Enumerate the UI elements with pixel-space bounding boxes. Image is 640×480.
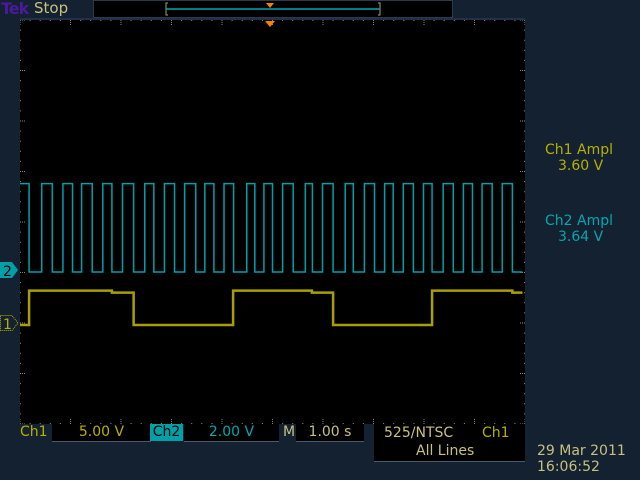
ch2-ampl-label: Ch2 Ampl	[545, 213, 613, 229]
date: 29 Mar 2011	[537, 443, 626, 459]
ch1-scale[interactable]: 5.00 V	[52, 424, 151, 442]
ch2-scale[interactable]: 2.00 V	[184, 424, 279, 442]
record-window	[165, 2, 381, 16]
time: 16:06:52	[537, 459, 600, 475]
timebase-scale[interactable]: 1.00 s	[296, 424, 364, 442]
waveform-svg	[19, 19, 526, 425]
trigger-lines: All Lines	[416, 443, 475, 459]
tek-logo: Tek	[1, 0, 29, 18]
run-state[interactable]: Stop	[34, 0, 69, 17]
ch1-waveform	[20, 289, 523, 327]
timebase-label: M	[283, 424, 296, 440]
trigger-source: 525/NTSC	[384, 425, 454, 441]
ch1-label[interactable]: Ch1	[20, 424, 48, 440]
trigger-position-icon	[265, 21, 275, 27]
ch1-ground-marker[interactable]: 1	[0, 315, 22, 333]
ch2-ampl-value: 3.64 V	[558, 229, 604, 245]
ch1-marker-label: 1	[3, 317, 12, 333]
trigger-readout[interactable]: 525/NTSC Ch1 All Lines	[374, 424, 525, 462]
trigger-channel: Ch1	[482, 425, 510, 441]
trigger-position-icon	[266, 3, 274, 8]
ch2-label[interactable]: Ch2	[150, 424, 183, 441]
ch2-marker-label: 2	[3, 264, 12, 280]
ch1-ampl-value: 3.60 V	[558, 158, 604, 174]
waveform-display	[19, 18, 526, 425]
ch2-ground-marker[interactable]: 2	[0, 262, 20, 280]
graticule-ticks	[19, 19, 526, 425]
ch1-ampl-label: Ch1 Ampl	[545, 142, 613, 158]
record-view-bar	[93, 0, 453, 18]
ch2-waveform	[20, 182, 523, 273]
